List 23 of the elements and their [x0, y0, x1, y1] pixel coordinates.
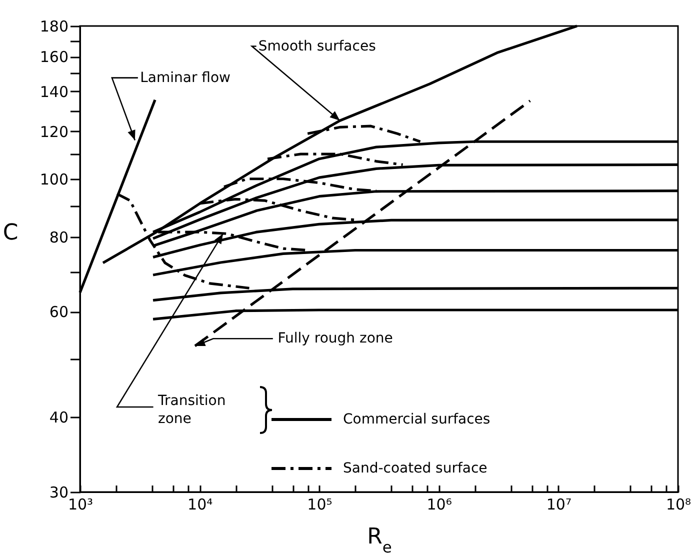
annotation: Fully rough zone: [278, 330, 393, 347]
y-tick-label: 100: [40, 170, 68, 188]
y-tick-label: 30: [49, 484, 68, 502]
x-axis-title: R$_{e}$: [367, 524, 392, 556]
y-tick-label: 180: [40, 18, 68, 36]
legend-label: Sand-coated surface: [343, 460, 488, 476]
annotation: Smooth surfaces: [258, 38, 376, 54]
legend-label: Commercial surfaces: [343, 412, 490, 428]
y-tick-label: 60: [49, 303, 68, 322]
annotation: Transition zone: [157, 392, 226, 427]
x-tick-label: 10⁸: [666, 496, 692, 514]
y-axis-title: C: [2, 220, 18, 246]
y-tick-label: 140: [40, 82, 68, 101]
x-tick-label: 10⁶: [426, 496, 452, 514]
x-tick-label: 10⁴: [188, 496, 213, 514]
y-tick-label: 80: [49, 228, 68, 246]
y-tick-label: 160: [40, 48, 68, 66]
annotation: Laminar flow: [140, 70, 230, 86]
x-tick-label: 10³: [68, 496, 94, 514]
y-tick-label: 40: [49, 408, 68, 427]
x-tick-label: 10⁵: [307, 496, 332, 514]
x-tick-label: 10⁷: [546, 496, 572, 514]
y-tick-label: 120: [40, 122, 68, 141]
